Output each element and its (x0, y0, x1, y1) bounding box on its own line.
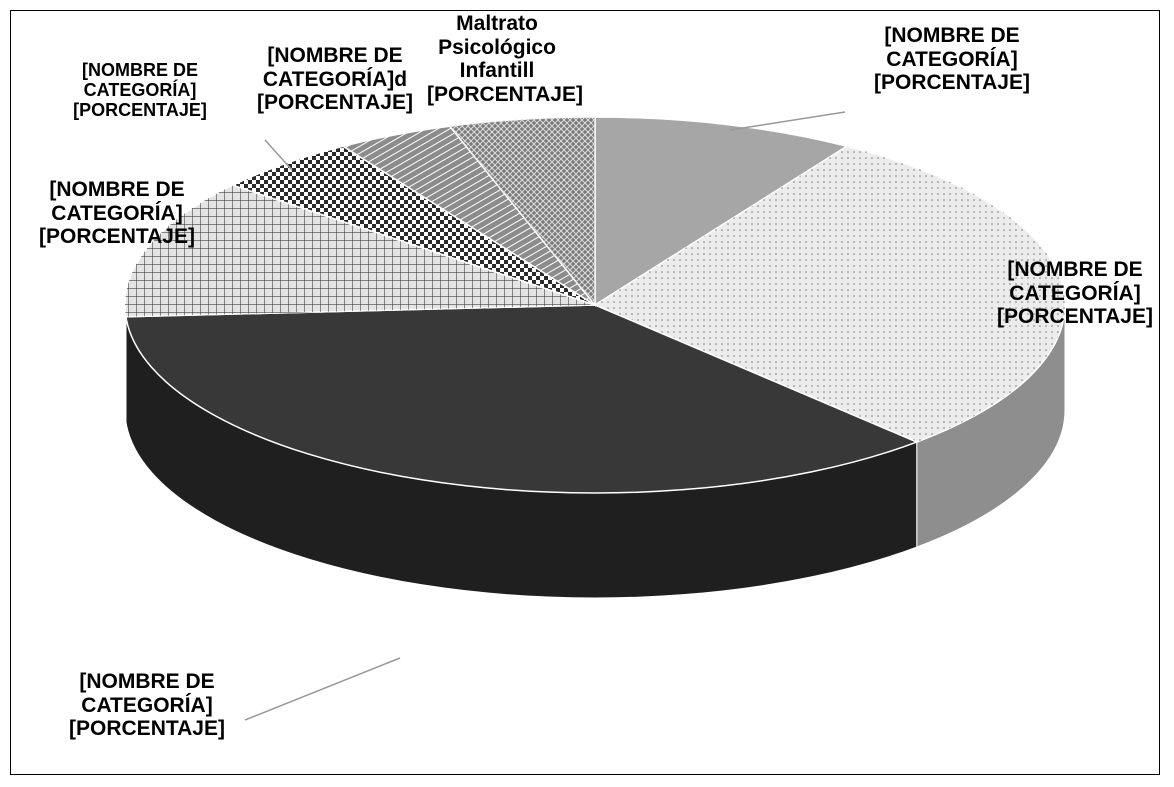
data-label: [NOMBRE DE CATEGORÍA]d [PORCENTAJE] (250, 44, 420, 115)
value-label: [PORCENTAJE] (39, 225, 195, 249)
category-label: Maltrato Psicológico Infantill (438, 12, 556, 83)
leader-line (244, 657, 401, 721)
slice-pattern (595, 146, 1065, 443)
category-label: [NOMBRE DE CATEGORÍA] (49, 178, 185, 225)
slice-pattern (449, 117, 595, 305)
value-label: [PORCENTAJE] (69, 717, 225, 741)
slice-pattern (232, 146, 596, 305)
data-label: [NOMBRE DE CATEGORÍA] [PORCENTAJE] (27, 178, 207, 249)
slice (594, 116, 849, 307)
slice-pattern (343, 126, 595, 305)
category-label: [NOMBRE DE CATEGORÍA] (82, 60, 198, 101)
value-label: [PORCENTAJE] (73, 100, 207, 121)
category-label: [NOMBRE DE CATEGORÍA]d (262, 44, 408, 91)
leader-line (729, 111, 846, 131)
data-label: [NOMBRE DE CATEGORÍA] [PORCENTAJE] (65, 60, 215, 120)
data-label: [NOMBRE DE CATEGORÍA] [PORCENTAJE] (867, 24, 1037, 95)
data-label: [NOMBRE DE CATEGORÍA] [PORCENTAJE] (985, 258, 1165, 329)
slice-pattern (125, 185, 596, 317)
value-label: [PORCENTAJE] (874, 71, 1030, 95)
leader-line (264, 139, 293, 171)
value-label: [PORCENTAJE] (257, 91, 413, 115)
category-label: [NOMBRE DE CATEGORÍA] (884, 24, 1020, 71)
data-label: Maltrato Psicológico Infantill [PORCENTAJ… (427, 12, 583, 106)
slice-side (124, 304, 127, 422)
category-label: [NOMBRE DE CATEGORÍA] (1007, 258, 1143, 305)
value-label: [PORCENTAJE] (997, 305, 1153, 329)
data-label: [NOMBRE DE CATEGORÍA] [PORCENTAJE] (57, 670, 237, 741)
value-label: [PORCENTAJE] (427, 82, 583, 106)
category-label: [NOMBRE DE CATEGORÍA] (79, 670, 215, 717)
slice (125, 304, 919, 494)
chart-frame (10, 10, 1160, 775)
